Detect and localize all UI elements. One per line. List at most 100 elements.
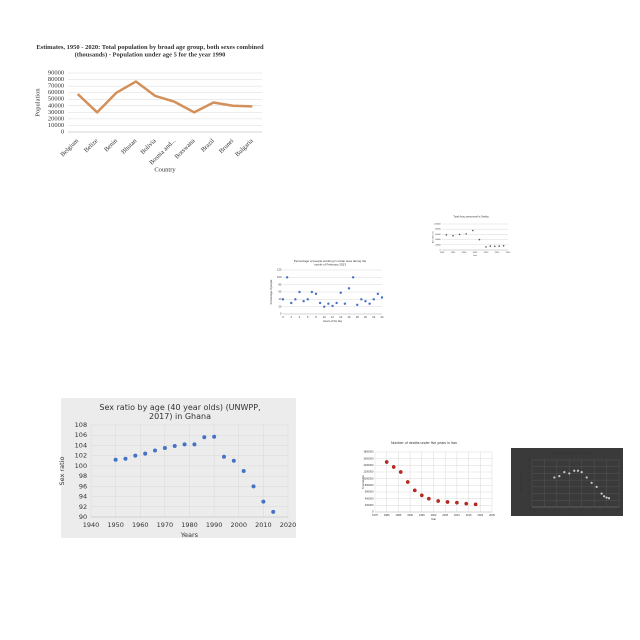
x-tick-label: Benin <box>103 137 119 153</box>
data-point <box>405 480 410 484</box>
y-tick-label: 40000 <box>435 239 441 241</box>
y-tick-label: 35 <box>528 459 531 462</box>
x-axis-label: Hours of the day <box>323 319 343 323</box>
data-point <box>445 500 450 504</box>
y-tick-label: 0 <box>440 250 442 252</box>
data-point <box>192 442 197 447</box>
data-point <box>271 509 276 514</box>
y-tick-label: 800000 <box>365 483 374 487</box>
y-tick-label: 1600000 <box>363 456 374 460</box>
y-tick-label: 1800000 <box>363 450 374 454</box>
y-tick-label: 30 <box>528 465 531 468</box>
y-tick-label: 102 <box>75 452 87 460</box>
chart-title: Sex ratio by age (40 year olds) (UNWPP, 2… <box>99 403 260 421</box>
data-point <box>123 456 128 461</box>
y-tick-label: 120 <box>277 268 282 272</box>
data-point <box>398 470 403 474</box>
data-point <box>343 302 347 305</box>
x-tick-label: 1990 <box>407 513 413 517</box>
x-tick-label: 22 <box>372 315 375 319</box>
data-point <box>489 245 492 247</box>
chart-background <box>511 448 623 516</box>
x-tick-label: 1985 <box>396 513 402 517</box>
y-tick-label: 600000 <box>365 490 374 494</box>
data-point <box>452 234 454 237</box>
x-tick-label: Bhutan <box>120 137 139 156</box>
x-tick-label: 6 <box>307 315 309 319</box>
data-point <box>436 499 441 503</box>
data-point <box>221 454 226 459</box>
data-point <box>602 495 606 498</box>
data-point <box>372 298 375 301</box>
x-tick-label: 1990 <box>440 252 445 254</box>
data-point <box>231 458 236 463</box>
data-point <box>558 475 561 478</box>
y-tick-label: 104 <box>75 441 87 449</box>
data-point <box>360 298 363 301</box>
data-point <box>323 305 326 308</box>
y-tick-label: 20 <box>528 479 531 482</box>
x-tick-label: 1970 <box>554 509 560 512</box>
y-tick-label: 60000 <box>435 234 441 236</box>
x-tick-label: 24 <box>381 315 384 319</box>
x-tick-label: 18 <box>356 315 359 319</box>
x-tick-label: 1960 <box>542 509 548 512</box>
y-tick-label: 1000000 <box>363 476 374 480</box>
y-tick-label: 60 <box>279 290 282 294</box>
data-point <box>290 301 293 305</box>
data-point <box>465 233 468 235</box>
y-tick-label: 108 <box>75 421 87 429</box>
x-tick-label: 1940 <box>83 521 100 529</box>
x-tick-label: 1950 <box>529 509 535 512</box>
x-tick-label: 1975 <box>372 513 378 517</box>
data-point <box>384 460 389 464</box>
y-tick-label: 100000 <box>434 224 442 226</box>
chart-panel: Estimates, 1950 - 2020: Total population… <box>34 44 264 173</box>
data-point <box>368 302 371 305</box>
data-point <box>573 469 576 472</box>
x-tick-label: 20 <box>364 315 367 319</box>
y-tick-label: 96 <box>79 482 87 490</box>
y-tick-label: 92 <box>79 503 87 511</box>
data-point <box>391 465 396 469</box>
data-point <box>339 291 342 294</box>
y-tick-label: 30000 <box>48 109 64 116</box>
y-tick-label: 40 <box>279 297 282 301</box>
data-point <box>464 501 469 506</box>
data-point <box>498 245 501 247</box>
data-point <box>458 233 461 236</box>
x-tick-label: 2010 <box>454 513 460 517</box>
data-point <box>600 492 603 495</box>
x-tick-label: 2020 <box>477 513 483 517</box>
chart-title: Percentage of people working in urban ar… <box>294 259 367 266</box>
x-tick-label: 1980 <box>567 509 573 512</box>
y-tick-label: 0 <box>61 128 64 135</box>
y-tick-label: 0 <box>372 510 374 514</box>
chart-panel: Sex ratio by age (40 year olds) (UNWPP, 2… <box>58 398 296 539</box>
data-point <box>351 276 355 279</box>
data-point <box>356 303 359 307</box>
data-point <box>376 292 380 296</box>
data-point <box>380 296 384 299</box>
y-tick-label: 70000 <box>48 83 64 90</box>
data-point <box>605 496 608 499</box>
y-tick-label: 10000 <box>48 122 64 129</box>
data-point <box>261 499 266 504</box>
y-axis-label: Sex ratio <box>58 457 66 486</box>
x-tick-label: 1970 <box>157 521 174 529</box>
x-tick-label: 14 <box>339 315 342 319</box>
y-axis-label: Total deaths <box>361 474 365 489</box>
x-tick-label: Belize <box>83 137 100 154</box>
data-point <box>241 469 246 473</box>
data-line <box>76 80 253 114</box>
data-point <box>202 435 207 440</box>
y-tick-label: 20 <box>279 304 282 308</box>
data-point <box>590 481 593 484</box>
x-tick-label: 2020 <box>616 509 622 512</box>
data-point <box>580 470 583 474</box>
data-point <box>576 469 580 472</box>
x-tick-label: 1990 <box>206 521 223 529</box>
data-point <box>563 470 566 474</box>
y-tick-label: 200000 <box>365 503 374 507</box>
data-point <box>298 290 301 294</box>
